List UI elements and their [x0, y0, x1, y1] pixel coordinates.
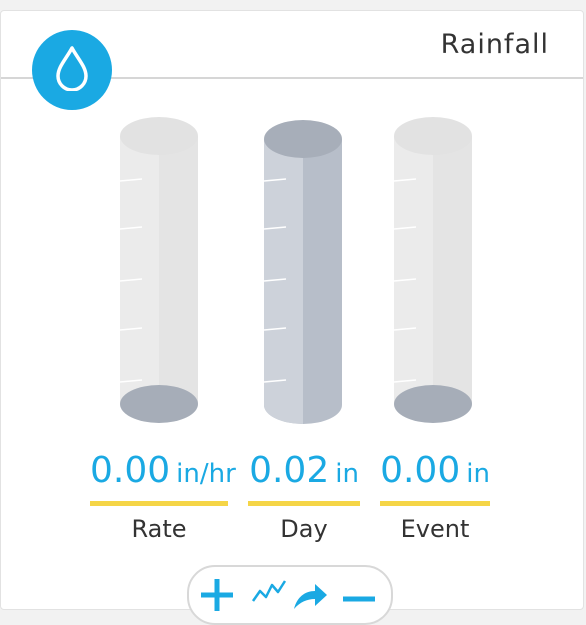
event-value: 0.00: [380, 450, 461, 491]
trend-icon[interactable]: [249, 575, 289, 615]
rate-value: 0.00: [90, 450, 171, 491]
day-unit: in: [335, 459, 359, 489]
event-unit: in: [466, 459, 490, 489]
event-label: Event: [400, 515, 470, 543]
plus-icon[interactable]: [197, 575, 237, 615]
rate-unit: in/hr: [176, 459, 236, 489]
widget-toolbar: [187, 565, 393, 625]
minus-icon[interactable]: [339, 575, 379, 615]
widget-header: Rainfall: [1, 11, 583, 79]
raindrop-icon: [54, 45, 90, 95]
event-reading: 0.00 in: [380, 450, 490, 506]
rate-reading: 0.00 in/hr: [90, 450, 236, 506]
raindrop-badge: [32, 30, 112, 110]
day-label: Day: [280, 515, 328, 543]
widget-title: Rainfall: [440, 29, 549, 60]
day-reading: 0.02 in: [248, 450, 360, 506]
share-icon[interactable]: [289, 575, 329, 615]
day-value: 0.02: [249, 450, 330, 491]
rate-label: Rate: [131, 515, 187, 543]
